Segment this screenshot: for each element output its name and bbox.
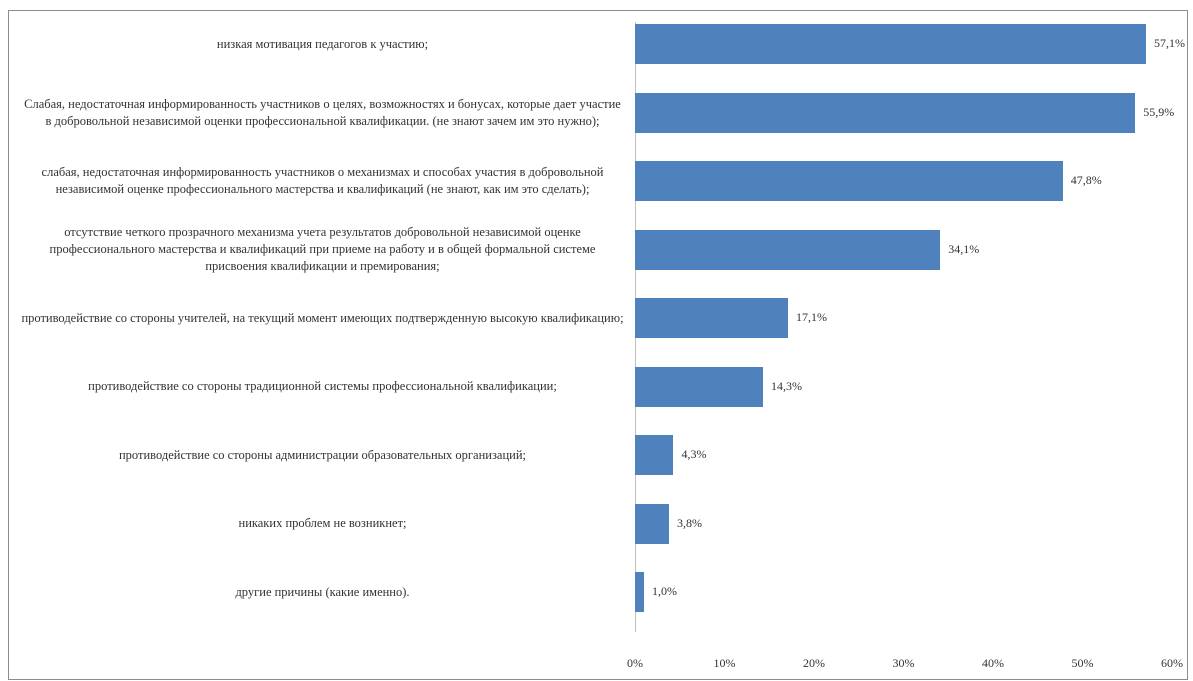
x-tick-label: 40%: [982, 656, 1004, 670]
bar: [635, 92, 1136, 133]
category-label: другие причины (какие именно).: [235, 584, 410, 599]
x-tick-label: 30%: [892, 656, 915, 670]
x-tick-label: 0%: [627, 656, 643, 670]
bar: [635, 24, 1147, 64]
x-tick-label: 20%: [803, 656, 825, 670]
bar: [635, 503, 669, 544]
bar-value-label: 3,8%: [677, 515, 702, 530]
category-label: противодействие со стороны администрации…: [118, 447, 526, 462]
category-label: слабая, недостаточная информированность …: [41, 165, 604, 196]
bar: [635, 366, 763, 407]
bar-value-label: 4,3%: [681, 447, 707, 461]
x-tick-label: 50%: [1071, 656, 1094, 670]
bar: [635, 435, 674, 475]
bar: [635, 572, 644, 612]
bar-value-label: 57,1%: [1154, 36, 1186, 50]
bar: [635, 229, 941, 270]
bar-value-label: 55,9%: [1143, 104, 1175, 119]
x-tick-label: 10%: [713, 656, 736, 670]
category-label: противодействие со стороны традиционной …: [88, 379, 557, 393]
x-tick-label: 60%: [1161, 656, 1183, 670]
category-label: противодействие со стороны учителей, на …: [21, 310, 624, 325]
bar-value-label: 47,8%: [1070, 173, 1102, 187]
bar: [635, 298, 789, 338]
bar: [635, 161, 1063, 201]
bar-value-label: 17,1%: [796, 310, 828, 324]
bar-value-label: 1,0%: [651, 584, 677, 598]
bar-value-label: 14,3%: [770, 378, 802, 393]
category-label: Слабая, недостаточная информированность …: [24, 96, 621, 128]
bar-value-label: 34,1%: [948, 241, 980, 256]
category-label: отсутствие четкого прозрачного механизма…: [49, 225, 596, 273]
category-label: низкая мотивация педагогов к участию;: [216, 36, 429, 51]
category-label: никаких проблем не возникнет;: [238, 516, 407, 530]
